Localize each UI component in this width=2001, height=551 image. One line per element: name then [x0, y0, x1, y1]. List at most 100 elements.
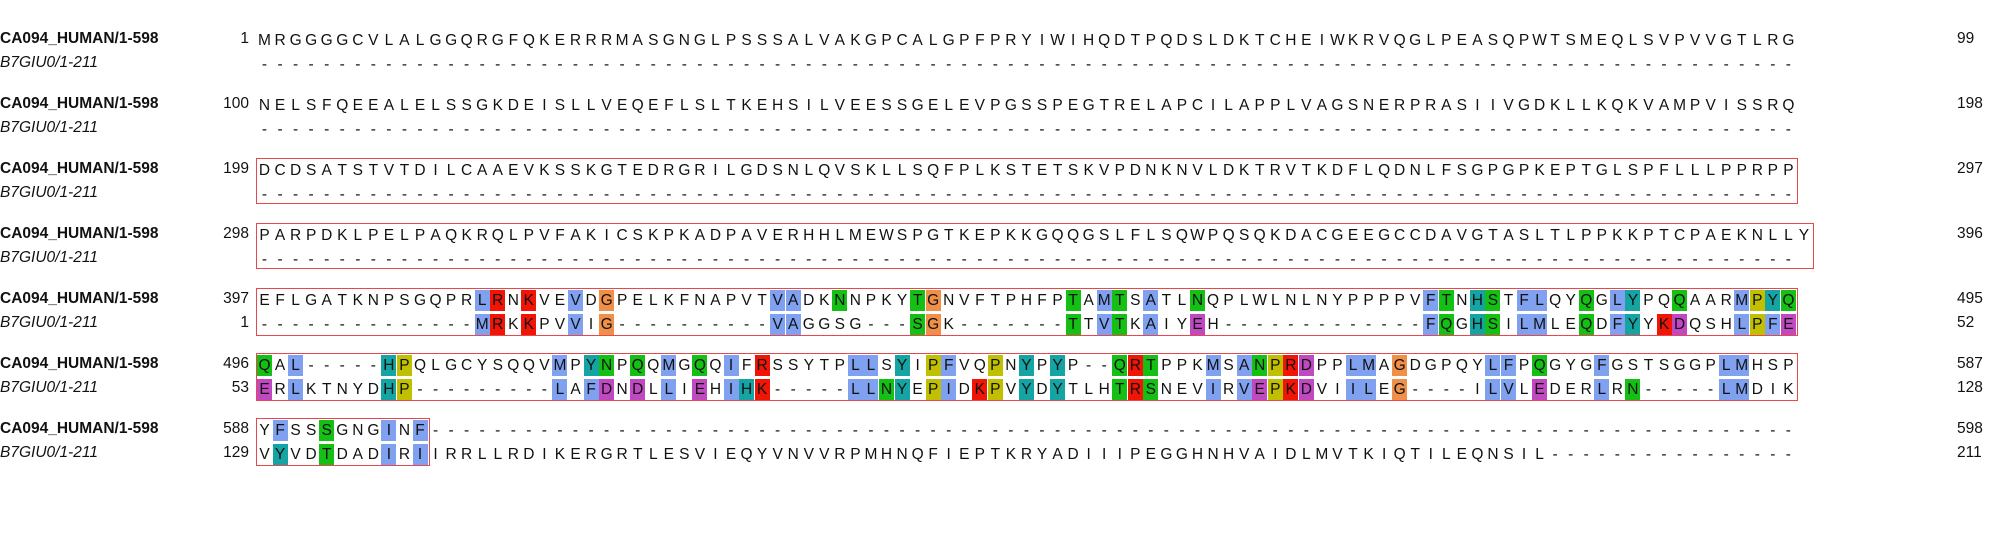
residue: C	[896, 32, 908, 49]
residue: Q	[1067, 227, 1080, 244]
residue: G	[942, 32, 955, 49]
gap: -	[1381, 56, 1387, 73]
residue: E	[959, 446, 970, 463]
residue: S	[1485, 314, 1501, 335]
residue: S	[1021, 97, 1032, 114]
gap: -	[1505, 56, 1512, 73]
residue: S	[1736, 97, 1747, 114]
residue: A	[570, 381, 581, 398]
residue: E	[1145, 446, 1157, 463]
gap: -	[277, 316, 283, 333]
gap: -	[1568, 422, 1574, 439]
residue: V	[1658, 32, 1670, 49]
residue: V	[1238, 446, 1250, 463]
gap: -	[1365, 316, 1372, 333]
residue: V	[741, 292, 752, 309]
residue: L	[1485, 355, 1501, 376]
gap: -	[1661, 186, 1667, 203]
residue: D	[756, 162, 768, 179]
residue: L	[1361, 379, 1377, 400]
gap: -	[915, 186, 921, 203]
residue: S	[772, 357, 783, 374]
gap: -	[619, 316, 625, 333]
residue: D	[1176, 32, 1188, 49]
residue: V	[1705, 32, 1716, 49]
gap: -	[1334, 186, 1341, 203]
residue: P	[414, 227, 426, 244]
gap: -	[1023, 121, 1030, 138]
residue: Q	[460, 32, 473, 49]
gap: -	[448, 316, 454, 333]
residue: T	[910, 290, 926, 311]
residue: E	[663, 446, 674, 463]
gap: -	[1661, 422, 1667, 439]
residue: L	[1718, 355, 1734, 376]
residue: F	[1609, 314, 1625, 335]
gap: -	[1537, 251, 1543, 268]
residue: E	[1780, 314, 1796, 335]
residue: P	[396, 379, 412, 400]
residue: N	[1487, 446, 1499, 463]
gap: -	[915, 56, 921, 73]
residue: V	[1285, 162, 1296, 179]
residue: P	[1487, 162, 1499, 179]
residue: A	[1143, 290, 1159, 311]
gap: -	[339, 186, 345, 203]
gap: -	[775, 56, 781, 73]
residue: K	[1596, 97, 1607, 114]
gap: -	[1739, 251, 1745, 268]
gap: -	[930, 422, 936, 439]
gap: -	[743, 56, 750, 73]
gap: -	[775, 251, 781, 268]
gap: -	[790, 422, 796, 439]
sequence-name: CA094_HUMAN/1-598	[0, 225, 159, 242]
start-position: 496	[223, 355, 249, 372]
gap: -	[837, 56, 843, 73]
start-position: 53	[231, 379, 249, 396]
residue: K	[1549, 97, 1561, 114]
residue: N	[398, 422, 411, 439]
gap: -	[1148, 121, 1154, 138]
residue: A	[1658, 97, 1670, 114]
residue: P	[1394, 292, 1405, 309]
gap: -	[1521, 121, 1527, 138]
gap: -	[743, 316, 750, 333]
gap: -	[479, 56, 485, 73]
gap: -	[650, 56, 656, 73]
gap: -	[1552, 446, 1558, 463]
gap: -	[1412, 121, 1418, 138]
residue: N	[879, 379, 894, 400]
residue: R	[616, 446, 628, 463]
gap: -	[324, 357, 330, 374]
gap: -	[1350, 56, 1356, 73]
gap: -	[1086, 56, 1092, 73]
residue: V	[383, 162, 395, 179]
gap: -	[1630, 422, 1636, 439]
residue: A	[1161, 97, 1172, 114]
gap: -	[1661, 121, 1667, 138]
residue: N	[1207, 446, 1219, 463]
residue: H	[1083, 32, 1095, 49]
residue: E	[1378, 97, 1390, 114]
residue: V	[539, 227, 550, 244]
gap: -	[1381, 251, 1387, 268]
residue: D	[1298, 379, 1314, 400]
gap: -	[1785, 121, 1791, 138]
gap: -	[681, 186, 687, 203]
gap: -	[806, 251, 812, 268]
alignment-block: CA094_HUMAN/1-598 B7GIU0/1-211 496 53 587 128…	[0, 353, 2001, 415]
residue: L	[1706, 162, 1715, 179]
gap: -	[386, 186, 392, 203]
residue: D	[709, 227, 722, 244]
residue: G	[1424, 357, 1437, 374]
residue: P	[850, 446, 861, 463]
gap: -	[1459, 422, 1465, 439]
residue: L	[400, 97, 409, 114]
gap: -	[1117, 251, 1123, 268]
gap: -	[992, 316, 998, 333]
residue: W	[1190, 227, 1205, 244]
gap: -	[370, 316, 376, 333]
residue: E	[865, 97, 877, 114]
residue: V	[1456, 227, 1468, 244]
